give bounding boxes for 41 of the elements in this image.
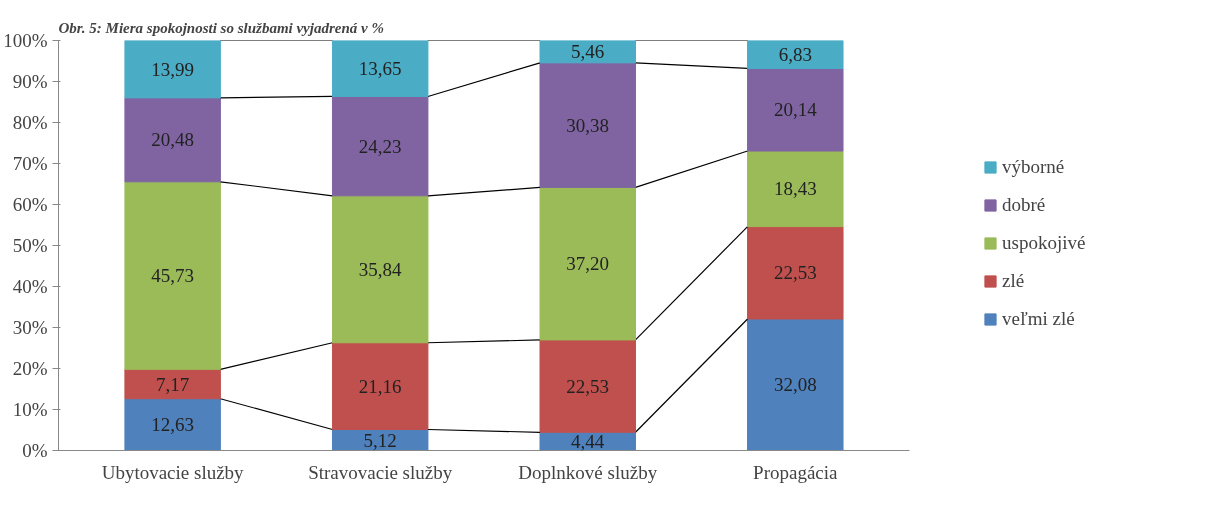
legend-label: výborné <box>1002 156 1065 178</box>
y-tick-label: 20% <box>12 358 48 379</box>
data-label: 32,08 <box>773 374 817 396</box>
chart-title: Obr. 5: Miera spokojnosti so službami vyjadrená v % <box>58 19 384 36</box>
x-tick-label: Stravovacie služby <box>308 461 453 483</box>
data-label: 7,17 <box>156 373 190 395</box>
legend-label: uspokojivé <box>1002 232 1086 254</box>
x-tick-label: Ubytovacie služby <box>101 461 245 483</box>
y-tick-label: 100% <box>3 30 48 51</box>
data-label: 4,44 <box>571 430 605 452</box>
y-tick-label: 30% <box>12 317 48 338</box>
data-label: 45,73 <box>151 265 195 287</box>
data-label: 35,84 <box>358 258 403 280</box>
y-tick-label: 80% <box>12 112 48 133</box>
y-tick-label: 50% <box>12 235 48 256</box>
data-label: 5,12 <box>363 429 397 451</box>
data-label: 5,46 <box>571 41 605 63</box>
legend-label: dobré <box>1002 194 1046 216</box>
x-tick-label: Doplnkové služby <box>518 461 658 483</box>
data-label: 37,20 <box>566 253 610 275</box>
data-label: 20,14 <box>773 99 818 121</box>
data-label: 24,23 <box>358 135 402 157</box>
y-tick-label: 40% <box>12 276 48 297</box>
data-label: 22,53 <box>566 375 610 397</box>
y-tick-label: 0% <box>22 440 48 461</box>
data-label: 12,63 <box>151 414 195 436</box>
y-tick-label: 90% <box>12 71 48 92</box>
data-label: 13,99 <box>151 58 195 80</box>
y-tick-label: 60% <box>12 194 48 215</box>
x-tick-label: Propagácia <box>753 461 839 483</box>
y-tick-label: 70% <box>12 153 48 174</box>
data-label: 30,38 <box>566 114 610 136</box>
data-label: 22,53 <box>773 262 817 284</box>
data-label: 21,16 <box>358 375 402 397</box>
data-label: 6,83 <box>778 43 812 65</box>
data-label: 18,43 <box>773 178 817 200</box>
legend-label: veľmi zlé <box>1002 308 1075 330</box>
y-tick-label: 10% <box>12 399 48 420</box>
data-label: 13,65 <box>358 57 402 79</box>
data-label: 20,48 <box>151 129 195 151</box>
legend-label: zlé <box>1002 270 1025 292</box>
